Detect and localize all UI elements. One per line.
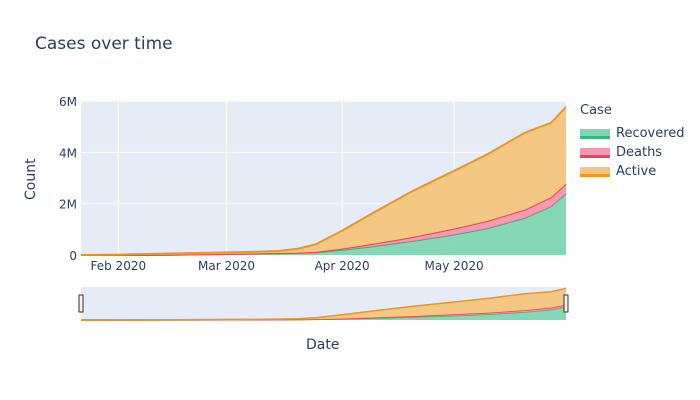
- y-tick-label: 2M: [59, 198, 77, 212]
- y-tick-label: 6M: [59, 95, 77, 109]
- area-recovered: [81, 193, 566, 255]
- x-tick-label: Feb 2020: [91, 259, 147, 273]
- x-tick-label: Mar 2020: [198, 259, 255, 273]
- legend-item-active[interactable]: Active: [580, 162, 685, 181]
- legend[interactable]: Case Recovered Deaths Active: [580, 103, 685, 181]
- slider-line-active: [80, 287, 567, 321]
- x-tick-label: Apr 2020: [315, 259, 370, 273]
- slider-area-active: [81, 288, 566, 320]
- legend-title: Case: [580, 103, 612, 118]
- range-slider-left-handle[interactable]: [78, 294, 84, 313]
- legend-swatch: [580, 147, 610, 158]
- y-tick-label: 0: [69, 249, 77, 263]
- legend-item-deaths[interactable]: Deaths: [580, 143, 685, 162]
- legend-item-recovered[interactable]: Recovered: [580, 124, 685, 143]
- legend-label: Recovered: [616, 126, 685, 141]
- legend-label: Active: [616, 164, 657, 179]
- line-active: [80, 106, 567, 256]
- legend-swatch: [580, 166, 610, 177]
- slider-area-recovered: [81, 306, 566, 320]
- legend-label: Deaths: [616, 145, 663, 160]
- x-axis-label: Date: [306, 337, 340, 353]
- y-tick-label: 4M: [59, 146, 77, 160]
- chart-title: Cases over time: [35, 34, 173, 54]
- legend-swatch: [580, 128, 610, 139]
- range-slider-right-handle[interactable]: [563, 294, 569, 313]
- area-active: [81, 106, 566, 256]
- x-tick-label: May 2020: [424, 259, 483, 273]
